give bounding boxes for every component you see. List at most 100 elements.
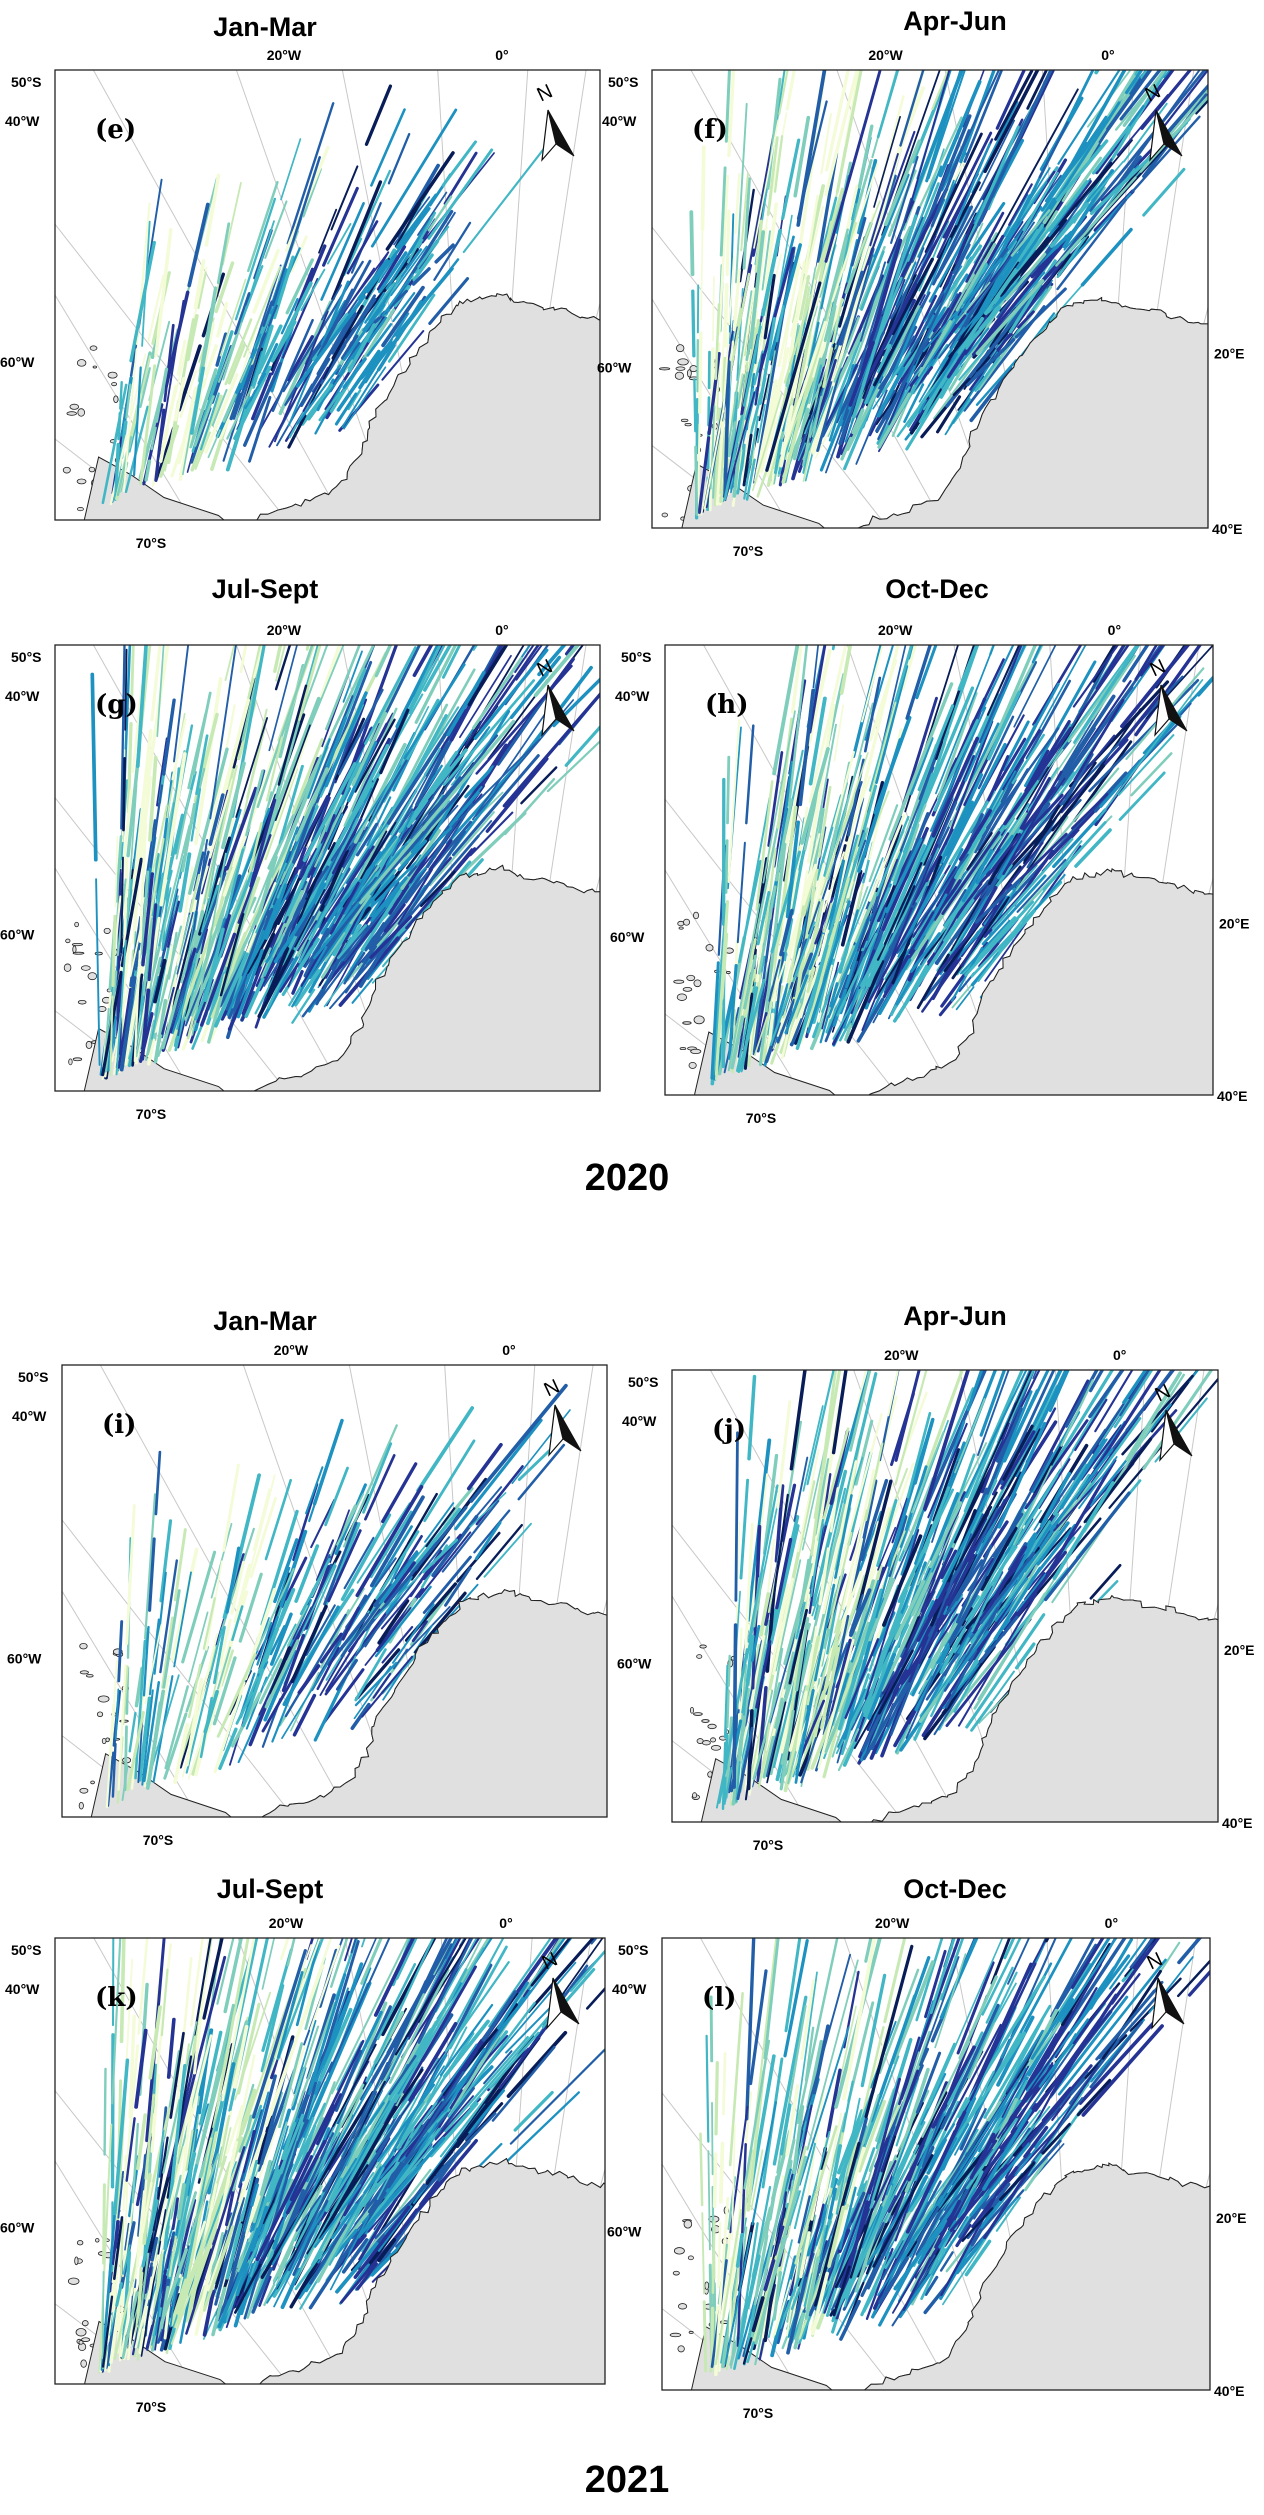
peninsula-island bbox=[78, 409, 85, 417]
peninsula-island bbox=[694, 1016, 704, 1024]
track-segment bbox=[833, 568, 847, 649]
peninsula-island bbox=[692, 1793, 696, 1798]
track-segment bbox=[103, 2272, 104, 2358]
label-lon-40w: 40°W bbox=[622, 1413, 657, 1429]
track-segment bbox=[1191, 1281, 1240, 1345]
label-lat-70s: 70°S bbox=[753, 1837, 784, 1853]
label-lon-60w: 60°W bbox=[610, 929, 645, 945]
panel-letter: (f) bbox=[692, 115, 728, 145]
peninsula-island bbox=[662, 513, 668, 517]
track-segment bbox=[544, 554, 593, 625]
label-lon-20w: 20°W bbox=[878, 622, 913, 638]
peninsula-island bbox=[81, 2338, 89, 2342]
peninsula-island bbox=[67, 412, 77, 416]
label-lon-20e: 20°E bbox=[1224, 1642, 1255, 1658]
track-segment bbox=[712, 2308, 713, 2362]
peninsula-island bbox=[694, 980, 701, 987]
label-lon-20w: 20°W bbox=[267, 47, 302, 63]
track-segment bbox=[1164, 10, 1214, 78]
peninsula-island bbox=[708, 1724, 716, 1728]
track-segment bbox=[696, 447, 697, 514]
label-lon-60w: 60°W bbox=[0, 354, 35, 370]
peninsula-island bbox=[104, 928, 110, 933]
peninsula-island bbox=[86, 1675, 93, 1678]
peninsula-island bbox=[80, 1671, 88, 1674]
peninsula-island bbox=[75, 922, 79, 926]
track-segment bbox=[117, 445, 119, 474]
peninsula-island bbox=[690, 366, 697, 372]
peninsula-island bbox=[97, 1712, 102, 1717]
track-segment bbox=[113, 2035, 114, 2187]
label-lon-60w: 60°W bbox=[0, 926, 35, 942]
label-lat-70s: 70°S bbox=[746, 1110, 777, 1126]
peninsula-island bbox=[683, 987, 692, 991]
track-segment bbox=[693, 291, 694, 356]
label-lon-40w: 40°W bbox=[615, 688, 650, 704]
label-lat-70s: 70°S bbox=[136, 535, 167, 551]
peninsula-island bbox=[77, 479, 86, 484]
panel-letter: (g) bbox=[95, 690, 138, 720]
peninsula-island bbox=[677, 994, 686, 1001]
peninsula-island bbox=[68, 2278, 79, 2284]
track-segment bbox=[727, 1690, 728, 1727]
label-lon-0: 0° bbox=[502, 1342, 515, 1358]
track-segment bbox=[694, 379, 695, 431]
track-segment bbox=[1054, 1280, 1090, 1356]
track-segment bbox=[703, 147, 704, 229]
track-segment bbox=[1189, 1273, 1264, 1381]
label-lon-0: 0° bbox=[1101, 47, 1114, 63]
peninsula-island bbox=[88, 973, 97, 980]
peninsula-island bbox=[688, 2256, 693, 2260]
peninsula-island bbox=[76, 2329, 86, 2337]
peninsula-island bbox=[689, 2331, 693, 2333]
track-segment bbox=[734, 1625, 736, 1787]
track-segment bbox=[1136, 0, 1195, 74]
track-segment bbox=[113, 916, 115, 985]
peninsula-island bbox=[678, 921, 684, 926]
track-segment bbox=[726, 841, 727, 893]
label-lon-0: 0° bbox=[1113, 1347, 1126, 1363]
label-lon-60w: 60°W bbox=[617, 1655, 652, 1671]
label-lon-0: 0° bbox=[1108, 622, 1121, 638]
label-lon-40e: 40°E bbox=[1212, 521, 1243, 537]
peninsula-island bbox=[710, 1738, 715, 1742]
track-segment bbox=[990, 535, 1033, 654]
label-lon-40w: 40°W bbox=[5, 1981, 40, 1997]
peninsula-island bbox=[689, 1062, 696, 1068]
peninsula-island bbox=[73, 952, 84, 954]
peninsula-island bbox=[77, 360, 86, 367]
label-lon-0: 0° bbox=[495, 47, 508, 63]
track-segment bbox=[125, 1727, 126, 1790]
peninsula-island bbox=[676, 367, 685, 371]
peninsula-island bbox=[112, 383, 117, 386]
label-lon-60w: 60°W bbox=[7, 1650, 42, 1666]
label-lat-50s: 50°S bbox=[11, 1942, 42, 1958]
peninsula-island bbox=[673, 2271, 679, 2275]
label-lon-20e: 20°E bbox=[1219, 916, 1250, 932]
track-segment bbox=[319, 1830, 354, 1930]
label-lat-70s: 70°S bbox=[143, 1832, 174, 1848]
peninsula-island bbox=[693, 1713, 702, 1716]
track-segment bbox=[713, 277, 714, 341]
peninsula-island bbox=[678, 2346, 684, 2352]
panel-title: Oct-Dec bbox=[885, 574, 989, 604]
peninsula-island bbox=[702, 1741, 710, 1745]
track-segment bbox=[1020, 1231, 1078, 1375]
track-segment bbox=[124, 758, 125, 830]
peninsula-island bbox=[681, 419, 688, 422]
panel-letter: (j) bbox=[712, 1415, 746, 1445]
peninsula-island bbox=[675, 372, 683, 379]
track-segment bbox=[592, 1843, 677, 1943]
panel-letter: (h) bbox=[705, 690, 749, 720]
label-lon-20w: 20°W bbox=[868, 47, 903, 63]
track-segment bbox=[567, 580, 622, 654]
track-segment bbox=[1209, 20, 1264, 102]
track-segment bbox=[1169, 0, 1262, 42]
track-segment bbox=[104, 2185, 105, 2263]
peninsula-island bbox=[86, 1041, 92, 1048]
label-lon-20w: 20°W bbox=[267, 622, 302, 638]
